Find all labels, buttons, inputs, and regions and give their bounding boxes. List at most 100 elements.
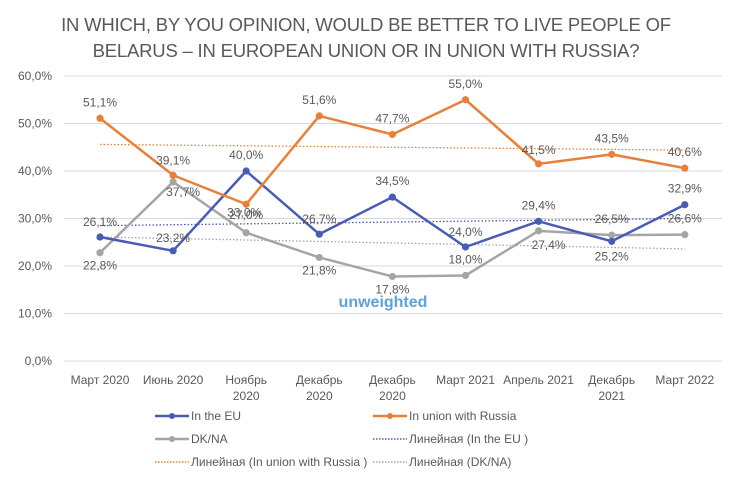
legend-item-trend-dk-na: Линейная (DK/NA) — [373, 455, 511, 469]
legend-label: Линейная (In union with Russia ) — [191, 455, 368, 469]
data-point — [681, 164, 689, 172]
x-tick-label-line: 2021 — [598, 389, 625, 403]
data-label: 29,4% — [522, 198, 556, 212]
y-tick-label: 10,0% — [18, 307, 52, 321]
trendline — [99, 236, 685, 250]
data-point — [388, 272, 396, 281]
data-label: 37,7% — [166, 185, 200, 199]
data-label: 34,5% — [375, 174, 409, 188]
x-tick-label-line: Декабрь — [369, 373, 416, 387]
legend-label: In the EU — [191, 409, 242, 423]
data-label: 33,0% — [227, 205, 261, 219]
data-label: 24,0% — [448, 225, 482, 239]
legend-swatch-trend-russia — [155, 461, 189, 463]
data-point — [315, 253, 323, 262]
legend-label: Линейная (In the EU ) — [409, 432, 529, 446]
chart-title-line-2: BELARUS – IN EUROPEAN UNION OR IN UNION … — [92, 40, 640, 61]
y-tick-label: 60,0% — [18, 69, 52, 83]
data-label: 22,8% — [83, 259, 117, 273]
data-point — [315, 112, 323, 120]
data-label: 26,5% — [595, 212, 629, 226]
data-point — [608, 231, 616, 239]
data-point — [96, 114, 104, 122]
swatch-marker — [169, 436, 175, 442]
data-label: 27,4% — [532, 238, 566, 252]
y-tick-label: 0,0% — [25, 354, 53, 368]
data-point — [535, 160, 543, 168]
data-label: 55,0% — [448, 77, 482, 91]
x-tick-label-line: Апрель 2021 — [503, 373, 574, 387]
x-tick-label: Март 2021 — [436, 373, 495, 387]
legend-label: In union with Russia — [409, 409, 517, 423]
x-tick-label: Март 2022 — [655, 373, 714, 387]
swatch-marker — [169, 413, 175, 419]
data-point — [608, 237, 616, 245]
data-point — [242, 200, 250, 208]
legend-label: Линейная (DK/NA) — [409, 455, 512, 469]
data-point — [315, 230, 323, 238]
data-label: 27,0% — [229, 208, 263, 222]
legend-item-trend-russia: Линейная (In union with Russia ) — [155, 455, 367, 469]
trendline — [99, 143, 685, 151]
legend-item-dk-na: DK/NA — [155, 432, 228, 446]
y-tick-label: 30,0% — [18, 212, 52, 226]
data-point — [535, 217, 543, 225]
data-label: 32,9% — [668, 182, 702, 196]
data-label: 21,8% — [302, 263, 336, 277]
y-tick-label: 20,0% — [18, 259, 52, 273]
data-label: 17,8% — [375, 282, 409, 296]
x-tick-label-line: 2020 — [233, 389, 260, 403]
swatch-marker — [387, 413, 393, 419]
y-axis: 0,0% 10,0% 20,0% 30,0% 40,0% 50,0% 60,0% — [18, 69, 52, 368]
data-label: 47,7% — [375, 111, 409, 125]
x-tick-label: Июнь 2020 — [143, 373, 204, 387]
data-label: 41,5% — [522, 143, 556, 157]
data-point — [388, 130, 396, 139]
x-tick-label: Декабрь 2021 — [588, 373, 635, 403]
data-point — [535, 227, 543, 235]
series-lines — [96, 96, 689, 281]
data-point — [681, 201, 689, 209]
unweighted-annotation: unweighted — [339, 294, 428, 311]
data-labels: 26,1% 23,2% 40,0% 26,7% 34,5% 24,0% 29,4% 25,2%… — [83, 77, 702, 297]
data-label: 40,6% — [668, 145, 702, 159]
data-label: 26,7% — [302, 212, 336, 226]
data-label: 43,5% — [595, 131, 629, 145]
chart-title-line-1: IN WHICH, BY YOU OPINION, WOULD BE BETTE… — [61, 14, 671, 35]
x-tick-label-line: Июнь 2020 — [143, 373, 204, 387]
legend-item-trend-eu: Линейная (In the EU ) — [373, 432, 528, 446]
data-point — [169, 178, 177, 186]
data-label: 51,1% — [83, 95, 117, 109]
data-label: 18,0% — [448, 253, 482, 267]
data-point — [681, 231, 689, 239]
x-tick-label-line: Март 2020 — [71, 373, 130, 387]
data-point — [242, 167, 250, 175]
data-label: 23,2% — [156, 231, 190, 245]
data-point — [242, 229, 250, 237]
x-tick-label-line: Декабрь — [588, 373, 635, 387]
data-point — [96, 249, 104, 257]
trendlines — [99, 143, 685, 250]
x-tick-label-line: Март 2022 — [655, 373, 714, 387]
legend-item-in-union-with-russia: In union with Russia — [373, 409, 516, 423]
y-tick-label: 40,0% — [18, 164, 52, 178]
legend-item-in-the-eu: In the EU — [155, 409, 241, 423]
x-tick-label-line: 2020 — [306, 389, 333, 403]
data-label: 39,1% — [156, 153, 190, 167]
data-point — [169, 247, 177, 255]
trendline — [99, 217, 685, 227]
x-tick-label-line: 2020 — [379, 389, 406, 403]
legend-label: DK/NA — [191, 432, 228, 446]
x-tick-label-line: Март 2021 — [436, 373, 495, 387]
data-point — [96, 233, 104, 241]
legend-swatch-russia — [373, 413, 407, 419]
x-tick-label: Декабрь 2020 — [369, 373, 416, 403]
x-tick-label-line: Ноябрь — [225, 373, 267, 387]
data-label: 26,6% — [668, 212, 702, 226]
data-point — [388, 193, 396, 201]
data-label: 51,6% — [302, 93, 336, 107]
data-label: 25,2% — [595, 249, 629, 263]
legend-swatch-in-the-eu — [155, 413, 189, 419]
